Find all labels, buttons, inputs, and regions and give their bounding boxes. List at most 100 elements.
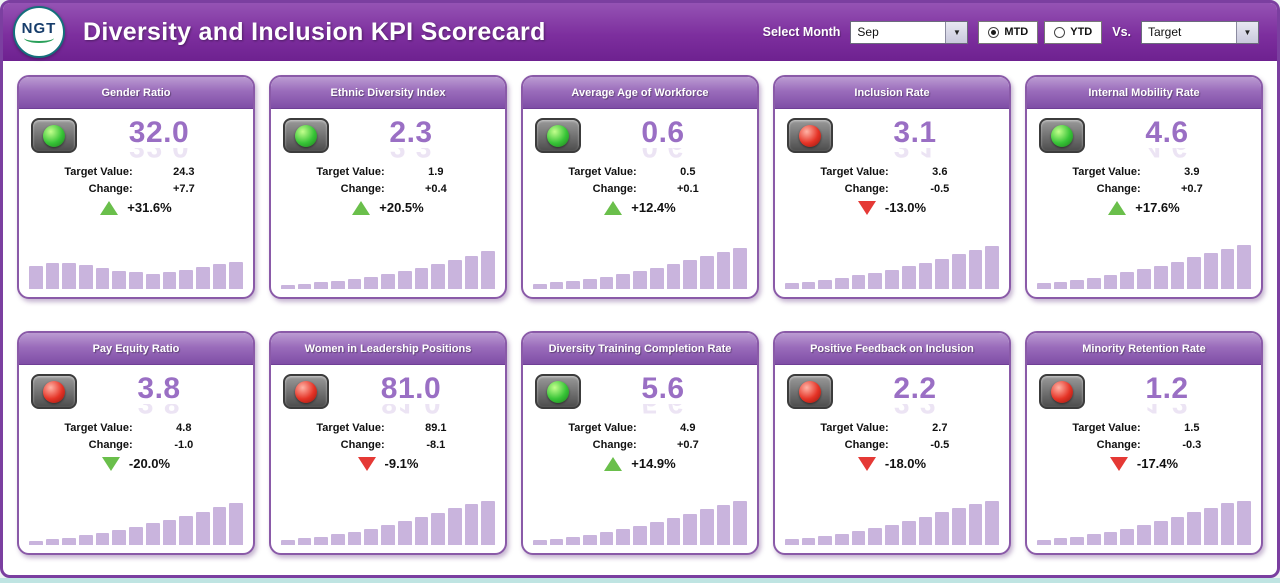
card-title: Average Age of Workforce (571, 86, 709, 99)
chart-bar (79, 535, 93, 545)
trend-arrow-icon (100, 200, 119, 215)
target-value: 1.9 (428, 166, 444, 178)
kpi-card-header: Positive Feedback on Inclusion (775, 333, 1009, 365)
trend-percent: +20.5% (379, 200, 424, 215)
kpi-card-header: Average Age of Workforce (523, 77, 757, 109)
change-label: Change: (592, 183, 637, 195)
chart-bar (229, 261, 243, 289)
chart-bar (95, 532, 110, 545)
chart-bar (129, 272, 143, 289)
kpi-value: 4.6 (1145, 116, 1189, 149)
chart-bar (1170, 516, 1185, 545)
chart-bar (583, 534, 597, 545)
chart-bar (1087, 534, 1101, 545)
trend-arrow-icon (1108, 200, 1127, 215)
chart-bar (1187, 257, 1201, 289)
trend-row: -9.1% (271, 456, 505, 471)
chart-bar (62, 537, 77, 545)
chart-bar (533, 283, 547, 289)
trend-bar-chart (1027, 501, 1261, 553)
kpi-card-header: Diversity Training Completion Rate (523, 333, 757, 365)
logo: NGT (13, 6, 65, 58)
kpi-card: Average Age of Workforce 0.6 0.6 Target … (521, 75, 759, 299)
chart-bar (481, 501, 495, 545)
chart-bar (29, 540, 43, 545)
chart-bar (45, 263, 60, 289)
kpi-value-row: 3.8 3.8 (19, 365, 253, 417)
kpi-value-row: 1.2 1.2 (1027, 365, 1261, 417)
chart-bar (633, 271, 647, 289)
vs-dropdown[interactable]: Target ▼ (1141, 20, 1259, 44)
chart-bar (533, 540, 547, 545)
kpi-value-reflection: 1.2 (1145, 404, 1188, 417)
change-value: -1.0 (174, 439, 194, 451)
chart-bar (951, 508, 966, 545)
trend-arrow-icon (604, 456, 623, 471)
change-row: Change: -1.0 (19, 439, 253, 451)
trend-percent: -20.0% (128, 456, 171, 471)
chart-bar (1037, 539, 1051, 545)
chart-bar (1103, 275, 1118, 289)
chart-bar (397, 521, 412, 545)
trend-row: -13.0% (775, 200, 1009, 215)
status-light (787, 374, 833, 409)
chart-bar (45, 539, 60, 545)
month-dropdown[interactable]: Sep ▼ (850, 20, 969, 44)
trend-bar-chart (19, 245, 253, 297)
kpi-value-wrap: 81.0 81.0 (329, 374, 493, 418)
kpi-card-header: Gender Ratio (19, 77, 253, 109)
kpi-card: Women in Leadership Positions 81.0 81.0 … (269, 331, 507, 555)
chart-bar (716, 504, 731, 545)
trend-row: -18.0% (775, 456, 1009, 471)
trend-arrow-icon (101, 456, 120, 471)
status-bulb-icon (547, 380, 569, 403)
change-value: +7.7 (172, 183, 195, 195)
target-label: Target Value: (1072, 166, 1141, 178)
change-label: Change: (1096, 183, 1141, 195)
chart-bar (79, 264, 93, 289)
status-light (283, 374, 329, 409)
change-value: -0.5 (930, 439, 950, 451)
chart-bar (1237, 245, 1251, 289)
target-label: Target Value: (316, 422, 385, 434)
chart-bar (212, 507, 227, 545)
target-label: Target Value: (820, 422, 889, 434)
chart-bar (935, 512, 949, 545)
chart-bar (918, 516, 933, 545)
kpi-card: Positive Feedback on Inclusion 2.2 2.2 T… (773, 331, 1011, 555)
chevron-down-icon[interactable]: ▼ (1236, 21, 1258, 43)
chart-bar (62, 262, 77, 289)
chart-bar (835, 534, 849, 545)
chart-bar (918, 262, 933, 289)
status-bulb-icon (1051, 124, 1073, 147)
month-dropdown-value: Sep (857, 25, 879, 39)
period-radio-group: MTD YTD (978, 20, 1103, 44)
target-value: 4.8 (176, 422, 192, 434)
ytd-radio[interactable]: YTD (1044, 20, 1103, 44)
trend-arrow-icon (357, 456, 376, 471)
target-row: Target Value: 2.7 (775, 422, 1009, 434)
chart-bar (649, 522, 664, 545)
chart-bar (331, 534, 345, 545)
chevron-down-icon[interactable]: ▼ (945, 21, 968, 43)
chart-bar (331, 281, 345, 289)
trend-arrow-icon (857, 456, 876, 471)
change-value: +0.4 (424, 183, 447, 195)
trend-row: +20.5% (271, 200, 505, 215)
change-label: Change: (844, 439, 889, 451)
chart-bar (599, 532, 614, 545)
target-row: Target Value: 24.3 (19, 166, 253, 178)
mtd-radio[interactable]: MTD (978, 20, 1039, 44)
kpi-value-wrap: 4.6 4.6 (1085, 116, 1249, 162)
chart-bar (414, 267, 429, 289)
chart-bar (1053, 281, 1068, 289)
chart-bar (818, 536, 833, 545)
change-value: +0.7 (1180, 183, 1203, 195)
vs-dropdown-value: Target (1148, 25, 1182, 39)
trend-percent: -18.0% (884, 456, 927, 471)
chart-bar (699, 509, 714, 545)
chart-bar (868, 528, 883, 545)
target-row: Target Value: 3.9 (1027, 166, 1261, 178)
chart-bar (112, 530, 127, 545)
chart-bar (314, 536, 329, 545)
